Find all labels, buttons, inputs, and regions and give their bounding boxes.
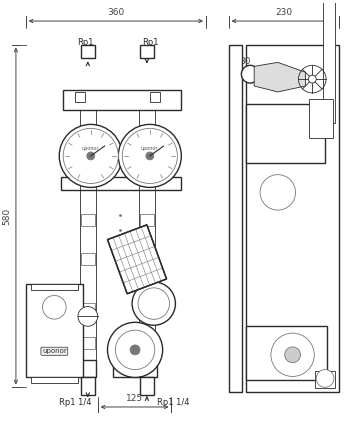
Circle shape bbox=[308, 75, 316, 83]
Bar bbox=[81, 337, 95, 349]
Bar bbox=[139, 360, 155, 378]
Bar bbox=[309, 99, 333, 138]
Bar bbox=[31, 284, 78, 290]
Text: Rp1 1/4: Rp1 1/4 bbox=[157, 398, 190, 407]
Circle shape bbox=[130, 345, 140, 355]
Polygon shape bbox=[254, 62, 305, 92]
Circle shape bbox=[146, 152, 154, 160]
Bar bbox=[81, 214, 95, 226]
Text: Rp1: Rp1 bbox=[78, 38, 94, 47]
Bar bbox=[140, 45, 154, 58]
Circle shape bbox=[316, 369, 334, 387]
Circle shape bbox=[122, 128, 177, 184]
Bar bbox=[323, 0, 335, 124]
Text: 80: 80 bbox=[240, 57, 251, 66]
Bar bbox=[81, 254, 95, 265]
Circle shape bbox=[59, 124, 122, 187]
Text: 230: 230 bbox=[275, 8, 292, 17]
Circle shape bbox=[285, 347, 300, 363]
Bar bbox=[80, 360, 96, 378]
Bar bbox=[61, 177, 181, 190]
Polygon shape bbox=[108, 225, 167, 294]
Circle shape bbox=[132, 282, 176, 325]
Text: 580: 580 bbox=[2, 207, 11, 225]
Bar bbox=[114, 348, 157, 378]
Circle shape bbox=[138, 288, 169, 319]
Bar bbox=[81, 45, 95, 58]
Bar bbox=[140, 302, 154, 314]
Text: Rp1: Rp1 bbox=[142, 38, 159, 47]
Bar bbox=[75, 92, 85, 102]
Circle shape bbox=[260, 175, 295, 210]
Text: Rp1 1/4: Rp1 1/4 bbox=[59, 398, 91, 407]
Circle shape bbox=[115, 330, 155, 369]
Bar bbox=[150, 92, 160, 102]
Text: 360: 360 bbox=[107, 8, 125, 17]
Text: uponor: uponor bbox=[141, 145, 158, 151]
Bar bbox=[315, 371, 335, 388]
Bar bbox=[140, 378, 154, 395]
Circle shape bbox=[78, 307, 98, 326]
Bar bbox=[246, 326, 327, 381]
Bar bbox=[63, 90, 181, 110]
Bar bbox=[246, 104, 325, 163]
Text: 125: 125 bbox=[126, 394, 143, 403]
Bar bbox=[26, 284, 83, 378]
Bar bbox=[81, 378, 95, 395]
Circle shape bbox=[87, 152, 95, 160]
Circle shape bbox=[108, 322, 163, 378]
Bar bbox=[31, 378, 78, 384]
Bar bbox=[140, 254, 154, 265]
Circle shape bbox=[118, 124, 181, 187]
Bar bbox=[81, 302, 95, 314]
Text: uponor: uponor bbox=[42, 348, 67, 354]
Circle shape bbox=[241, 65, 259, 83]
Bar bbox=[140, 214, 154, 226]
Bar bbox=[246, 45, 339, 392]
Circle shape bbox=[42, 296, 66, 319]
Bar bbox=[140, 337, 154, 349]
Text: uponor: uponor bbox=[82, 145, 99, 151]
Circle shape bbox=[271, 333, 314, 377]
Circle shape bbox=[63, 128, 118, 184]
Bar bbox=[229, 45, 242, 392]
